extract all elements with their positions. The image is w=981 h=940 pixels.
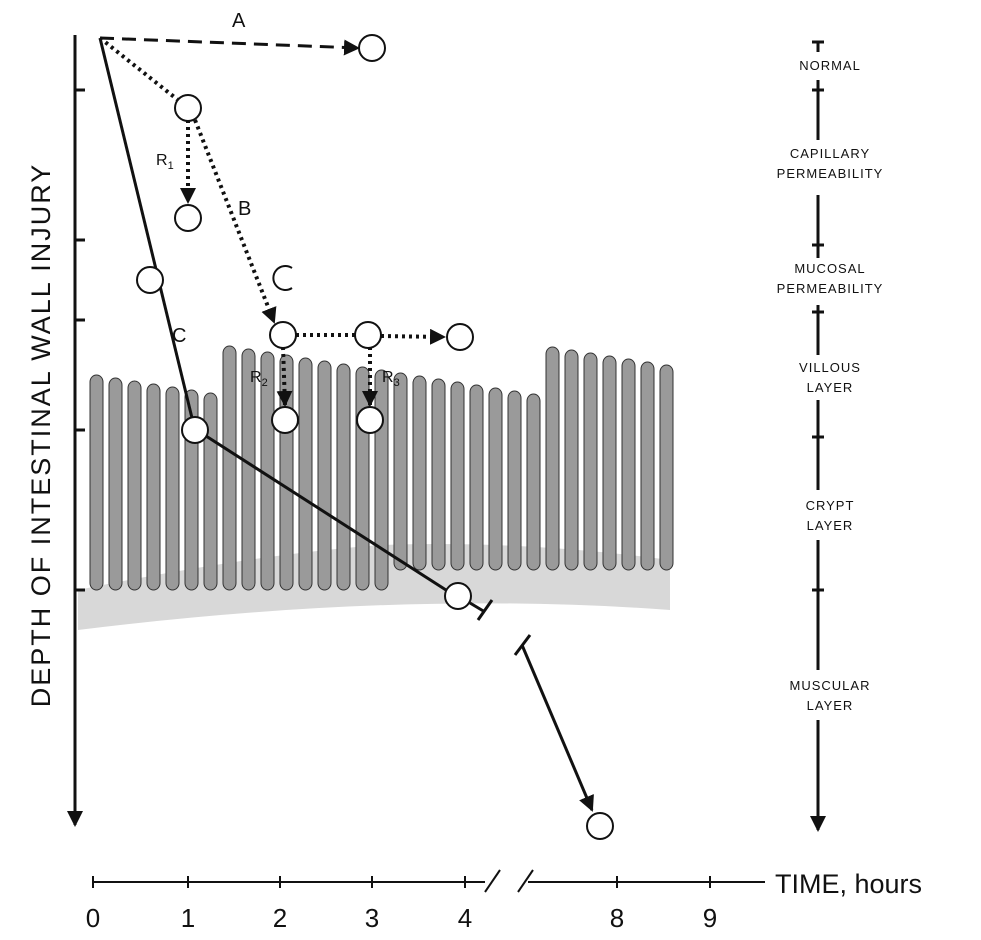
villus xyxy=(564,349,579,571)
villus xyxy=(108,377,123,591)
recovery-labels: R1 R2 R3 xyxy=(156,152,400,389)
histology-background xyxy=(78,345,674,630)
layer-label: MUSCULAR xyxy=(790,678,871,693)
x-axis-label: TIME, hours xyxy=(775,869,922,899)
path-label: B xyxy=(238,198,251,220)
villus xyxy=(621,358,636,571)
state-circles xyxy=(136,34,614,840)
recovery-label: R3 xyxy=(382,369,400,389)
villus xyxy=(355,366,370,591)
time-tick-label: 0 xyxy=(86,903,100,933)
villus xyxy=(222,345,237,591)
layer-label: CRYPT xyxy=(806,498,855,513)
villus xyxy=(450,381,465,571)
villus xyxy=(146,383,161,591)
path-label: C xyxy=(172,325,186,347)
time-tick-label: 8 xyxy=(610,903,624,933)
time-tick-label: 3 xyxy=(365,903,379,933)
villus xyxy=(526,393,541,571)
time-tick-label: 9 xyxy=(703,903,717,933)
villus xyxy=(507,390,522,571)
time-axis xyxy=(92,869,765,893)
layer-label: LAYER xyxy=(807,518,854,533)
path-a xyxy=(99,36,360,56)
layer-label: LAYER xyxy=(807,380,854,395)
villus xyxy=(165,386,180,591)
y-axis-label: DEPTH OF INTESTINAL WALL INJURY xyxy=(26,163,56,708)
path-labels: A B C xyxy=(172,10,251,347)
layer-label: CAPILLARY xyxy=(790,146,870,161)
villus xyxy=(336,363,351,591)
villus xyxy=(583,352,598,571)
villus xyxy=(317,360,332,591)
recovery-label: R2 xyxy=(250,369,268,389)
recovery-label: R1 xyxy=(156,152,174,172)
depth-axis xyxy=(67,35,85,827)
villus xyxy=(659,364,674,571)
layer-label: PERMEABILITY xyxy=(777,281,884,296)
villus xyxy=(545,346,560,571)
layer-label: VILLOUS xyxy=(799,360,861,375)
villus xyxy=(488,387,503,571)
time-tick-label: 4 xyxy=(458,903,472,933)
villus xyxy=(127,380,142,591)
villus xyxy=(412,375,427,571)
layer-label: NORMAL xyxy=(799,58,861,73)
villus xyxy=(602,355,617,571)
villus xyxy=(374,369,389,591)
path-b xyxy=(98,36,446,407)
layer-label: MUCOSAL xyxy=(794,261,865,276)
villus xyxy=(279,354,294,591)
villus xyxy=(393,372,408,571)
villus xyxy=(298,357,313,591)
layer-label: PERMEABILITY xyxy=(777,166,884,181)
layer-scale xyxy=(810,40,826,832)
villus xyxy=(89,374,104,591)
path-label: A xyxy=(232,10,246,32)
layer-labels: NORMAL CAPILLARY PERMEABILITY MUCOSAL PERMEA… xyxy=(777,58,884,713)
time-tick-labels: 0 1 2 3 4 8 9 xyxy=(86,903,717,933)
time-tick-label: 1 xyxy=(181,903,195,933)
layer-label: LAYER xyxy=(807,698,854,713)
villus xyxy=(431,378,446,571)
path-c xyxy=(98,37,594,812)
villus xyxy=(241,348,256,591)
villus xyxy=(469,384,484,571)
villus xyxy=(640,361,655,571)
time-tick-label: 2 xyxy=(273,903,287,933)
